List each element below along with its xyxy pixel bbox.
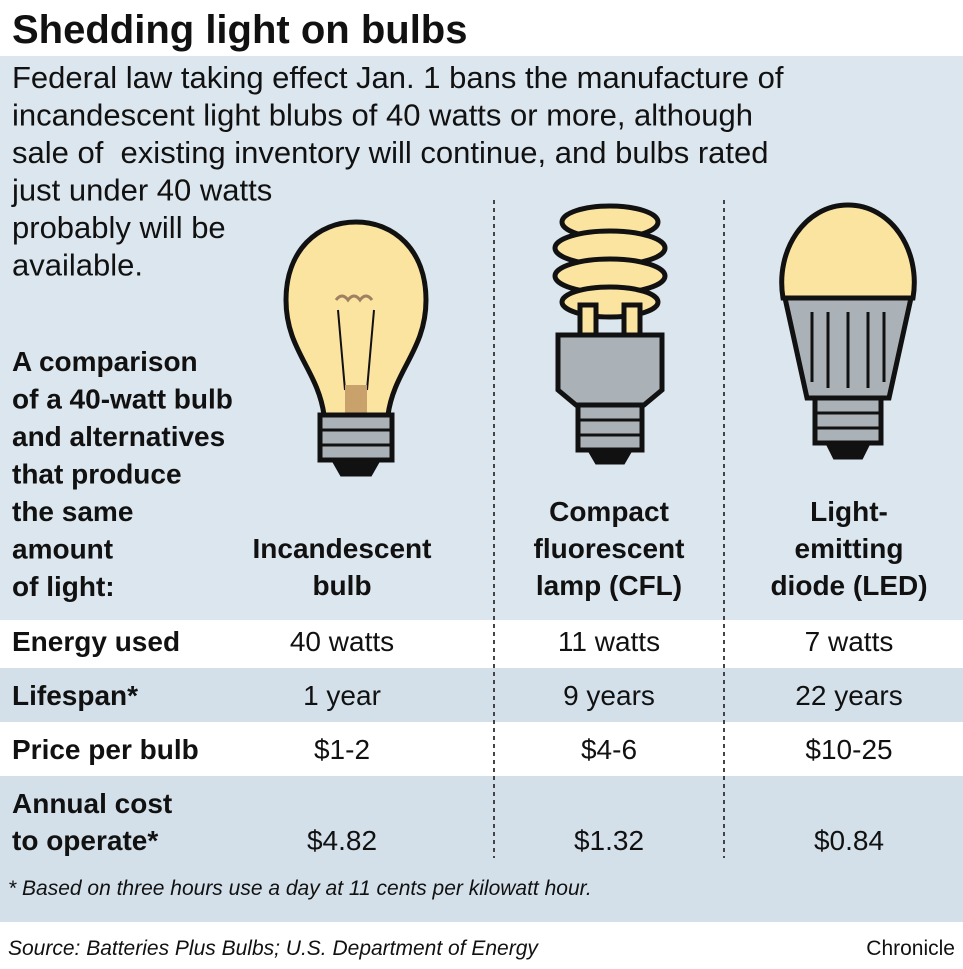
intro-line: Federal law taking effect Jan. 1 bans th…	[12, 60, 784, 95]
row-label: Lifespan*	[12, 680, 138, 711]
column-header: Compact	[549, 496, 669, 527]
cell: $1-2	[314, 734, 370, 765]
row-label: Energy used	[12, 626, 180, 657]
credit: Chronicle	[866, 937, 955, 960]
cell: 9 years	[563, 680, 655, 711]
source: Source: Batteries Plus Bulbs; U.S. Depar…	[8, 937, 539, 960]
cell: 7 watts	[805, 626, 894, 657]
cell: 22 years	[795, 680, 902, 711]
intro-line: just under 40 watts	[11, 173, 272, 208]
caption-line: amount	[12, 534, 113, 565]
cell: $10-25	[805, 734, 892, 765]
caption-line: the same	[12, 496, 133, 527]
cell: 11 watts	[558, 626, 660, 657]
cell: 1 year	[303, 680, 381, 711]
row-bg	[0, 620, 963, 668]
caption-line: of a 40-watt bulb	[12, 384, 233, 415]
row-bg	[0, 722, 963, 776]
caption-line: and alternatives	[12, 421, 225, 452]
column-header: lamp (CFL)	[536, 570, 682, 601]
row-bg	[0, 668, 963, 722]
cell: $4.82	[307, 825, 377, 856]
column-header: fluorescent	[534, 533, 685, 564]
column-header: emitting	[795, 533, 904, 564]
row-bg	[0, 776, 963, 922]
intro-line: incandescent light blubs of 40 watts or …	[12, 98, 753, 133]
column-header: bulb	[312, 570, 371, 601]
column-header: Light-	[810, 496, 888, 527]
cell: $1.32	[574, 825, 644, 856]
intro-line: sale of existing inventory will continue…	[12, 135, 769, 170]
cfl-icon	[552, 203, 668, 465]
caption-line: that produce	[12, 459, 182, 490]
column-header: diode (LED)	[770, 570, 927, 601]
intro-line: available.	[12, 248, 143, 283]
column-header: Incandescent	[253, 533, 432, 564]
title: Shedding light on bulbs	[12, 8, 468, 52]
led-icon	[779, 202, 917, 460]
cell: $0.84	[814, 825, 884, 856]
caption-line: of light:	[12, 571, 115, 602]
footnote: * Based on three hours use a day at 11 c…	[8, 877, 592, 900]
row-label: Annual cost	[12, 788, 172, 819]
row-label: to operate*	[12, 825, 158, 856]
cell: 40 watts	[290, 626, 394, 657]
caption-line: A comparison	[12, 346, 198, 377]
intro-line: probably will be	[12, 210, 226, 245]
row-label: Price per bulb	[12, 734, 199, 765]
incandescent-icon	[283, 219, 429, 477]
cell: $4-6	[581, 734, 637, 765]
